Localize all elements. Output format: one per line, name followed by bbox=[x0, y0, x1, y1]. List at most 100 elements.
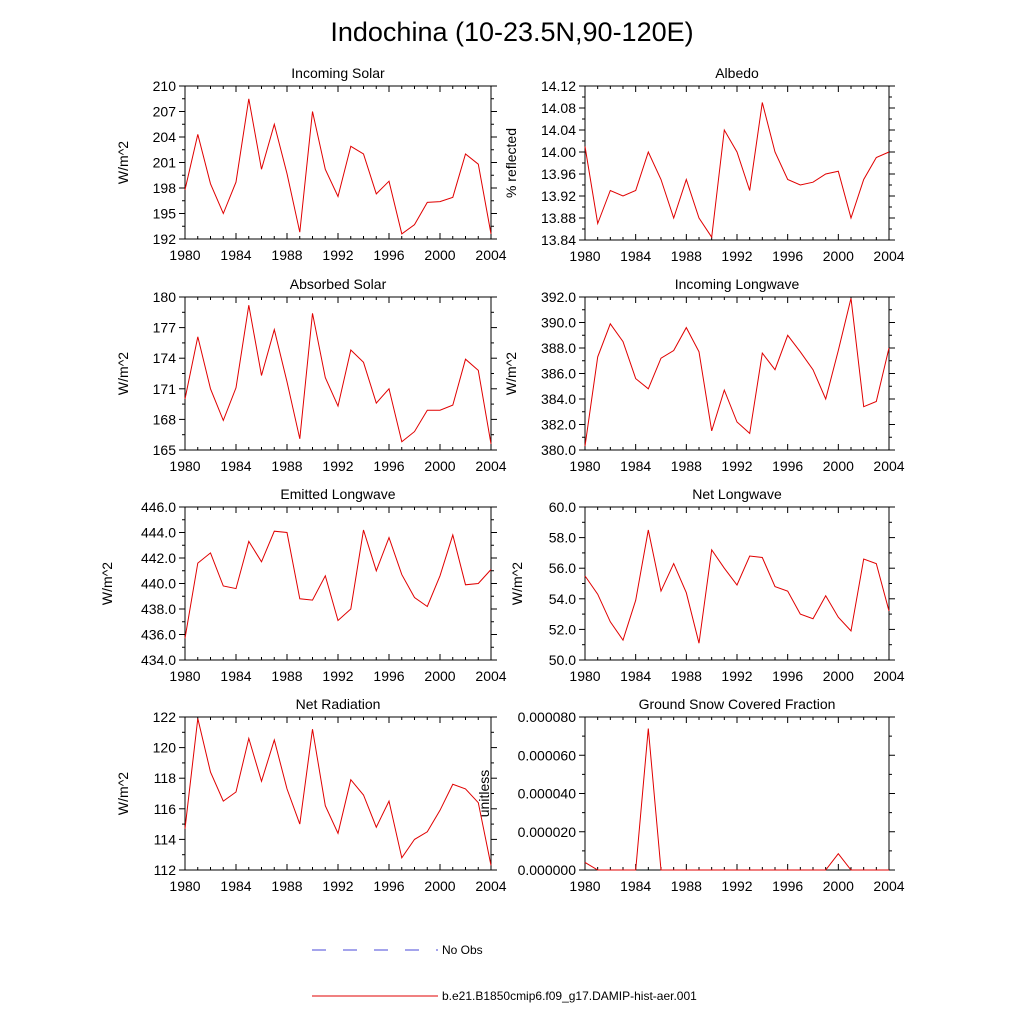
y-tick-label: 382.0 bbox=[541, 417, 576, 433]
plot-frame bbox=[584, 85, 890, 241]
y-tick-label: 177 bbox=[153, 320, 177, 336]
panel-title: Net Longwave bbox=[692, 486, 782, 502]
x-tick-label: 1992 bbox=[322, 668, 353, 684]
x-tick-label: 1980 bbox=[169, 878, 200, 894]
x-tick-label: 1984 bbox=[220, 247, 251, 263]
x-tick-label: 1992 bbox=[322, 878, 353, 894]
y-tick-label: 390.0 bbox=[541, 315, 576, 331]
x-tick-label: 1984 bbox=[620, 248, 651, 264]
y-tick-label: 54.0 bbox=[549, 591, 576, 607]
y-tick-label: 444.0 bbox=[141, 525, 176, 541]
series-line-1 bbox=[184, 98, 492, 235]
x-tick-label: 1992 bbox=[322, 458, 353, 474]
panel-title: Incoming Longwave bbox=[675, 276, 800, 292]
y-tick-label: 210 bbox=[153, 78, 177, 94]
x-tick-label: 1992 bbox=[322, 247, 353, 263]
x-tick-label: 2000 bbox=[823, 878, 854, 894]
panel-3: Absorbed Solar W/m^2 1980 1984 1988 1992 1996 2… bbox=[115, 276, 507, 474]
plot-frame bbox=[184, 716, 492, 871]
x-tick-label: 1996 bbox=[772, 878, 803, 894]
y-tick-label: 434.0 bbox=[141, 652, 176, 668]
y-tick-label: 192 bbox=[153, 231, 177, 247]
x-tick-label: 1996 bbox=[373, 668, 404, 684]
x-tick-label: 2000 bbox=[424, 247, 455, 263]
y-tick-label: 174 bbox=[153, 350, 177, 366]
x-tick-label: 1988 bbox=[271, 878, 302, 894]
y-tick-label: 56.0 bbox=[549, 560, 576, 576]
x-tick-label: 1992 bbox=[721, 878, 752, 894]
x-tick-label: 2004 bbox=[475, 878, 506, 894]
x-tick-label: 1988 bbox=[671, 668, 702, 684]
panel-title: Absorbed Solar bbox=[290, 276, 387, 292]
x-tick-label: 2004 bbox=[475, 247, 506, 263]
panel-1: Incoming Solar W/m^2 1980 1984 1988 1992 1996 2… bbox=[115, 65, 507, 263]
plot-frame bbox=[184, 506, 492, 661]
y-tick-label: 14.04 bbox=[541, 122, 576, 138]
y-tick-label: 0.000080 bbox=[518, 709, 577, 725]
x-tick-label: 1996 bbox=[373, 458, 404, 474]
x-tick-label: 1980 bbox=[169, 458, 200, 474]
y-tick-label: 122 bbox=[153, 709, 177, 725]
y-tick-label: 120 bbox=[153, 740, 177, 756]
y-tick-label: 392.0 bbox=[541, 289, 576, 305]
series-line-1 bbox=[584, 529, 890, 644]
x-tick-label: 1980 bbox=[169, 668, 200, 684]
series-line-1 bbox=[584, 298, 890, 447]
y-tick-label: 0.000020 bbox=[518, 824, 577, 840]
y-tick-label: 207 bbox=[153, 104, 177, 120]
panel-title: Ground Snow Covered Fraction bbox=[639, 696, 836, 712]
x-tick-label: 1980 bbox=[569, 458, 600, 474]
x-tick-label: 1984 bbox=[220, 668, 251, 684]
legend-label-no-obs: No Obs bbox=[442, 943, 483, 957]
panel-6: Net Longwave W/m^2 1980 1984 1988 1992 1996 200… bbox=[509, 486, 905, 684]
x-tick-label: 1996 bbox=[373, 878, 404, 894]
y-tick-label: 13.92 bbox=[541, 188, 576, 204]
x-tick-label: 1996 bbox=[772, 668, 803, 684]
plot-frame bbox=[184, 296, 492, 451]
x-tick-label: 2004 bbox=[475, 668, 506, 684]
y-axis-label: W/m^2 bbox=[503, 352, 519, 395]
y-tick-label: 13.88 bbox=[541, 210, 576, 226]
y-tick-label: 112 bbox=[154, 862, 177, 878]
x-tick-label: 1988 bbox=[271, 458, 302, 474]
y-tick-label: 13.84 bbox=[541, 232, 576, 248]
x-tick-label: 1992 bbox=[721, 458, 752, 474]
panel-7: Net Radiation W/m^2 1980 1984 1988 1992 1996 20… bbox=[115, 696, 507, 894]
plot-frame bbox=[584, 716, 890, 871]
panel-5: Emitted Longwave W/m^2 1980 1984 1988 1992 199… bbox=[99, 486, 507, 684]
x-tick-label: 2000 bbox=[823, 248, 854, 264]
legend: No Obs b.e21.B1850cmip6.f09_g17.DAMIP-hi… bbox=[312, 943, 697, 1003]
x-tick-label: 1992 bbox=[721, 248, 752, 264]
series-line-1 bbox=[184, 305, 492, 444]
y-tick-label: 165 bbox=[153, 442, 177, 458]
x-tick-label: 2000 bbox=[424, 878, 455, 894]
figure-title: Indochina (10-23.5N,90-120E) bbox=[330, 17, 693, 47]
y-axis-label: W/m^2 bbox=[509, 562, 525, 605]
y-axis-label: W/m^2 bbox=[115, 352, 131, 395]
x-tick-label: 1980 bbox=[569, 248, 600, 264]
y-tick-label: 180 bbox=[153, 289, 177, 305]
y-tick-label: 384.0 bbox=[541, 391, 576, 407]
x-tick-label: 2004 bbox=[873, 458, 904, 474]
x-tick-label: 1996 bbox=[772, 458, 803, 474]
x-tick-label: 1980 bbox=[169, 247, 200, 263]
series-line-1 bbox=[584, 728, 889, 871]
x-tick-label: 2000 bbox=[823, 668, 854, 684]
x-tick-label: 2004 bbox=[873, 878, 904, 894]
y-tick-label: 14.00 bbox=[541, 144, 576, 160]
y-tick-label: 201 bbox=[153, 155, 177, 171]
series-line-1 bbox=[184, 718, 492, 866]
y-tick-label: 171 bbox=[153, 381, 177, 397]
x-tick-label: 1988 bbox=[671, 248, 702, 264]
y-tick-label: 0.000060 bbox=[518, 747, 577, 763]
y-tick-label: 13.96 bbox=[541, 166, 576, 182]
x-tick-label: 1980 bbox=[569, 878, 600, 894]
y-tick-label: 195 bbox=[153, 206, 177, 222]
x-tick-label: 1984 bbox=[220, 878, 251, 894]
series-line-1 bbox=[584, 102, 890, 239]
y-tick-label: 388.0 bbox=[541, 340, 576, 356]
y-tick-label: 52.0 bbox=[549, 621, 576, 637]
y-tick-label: 380.0 bbox=[541, 442, 576, 458]
panel-2: Albedo % reflected 1980 1984 1988 1992 1996 200… bbox=[503, 65, 905, 264]
